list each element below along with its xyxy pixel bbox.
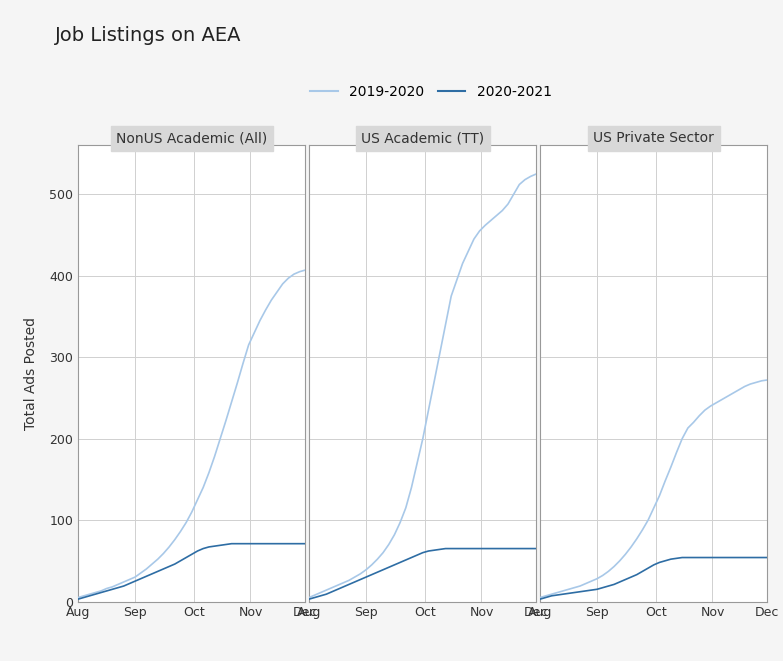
Legend: 2019-2020, 2020-2021: 2019-2020, 2020-2021 [305,80,557,104]
Text: Job Listings on AEA: Job Listings on AEA [55,26,241,46]
Y-axis label: Total Ads Posted: Total Ads Posted [24,317,38,430]
Title: US Private Sector: US Private Sector [594,132,714,145]
Title: US Academic (TT): US Academic (TT) [361,132,485,145]
Title: NonUS Academic (All): NonUS Academic (All) [116,132,268,145]
